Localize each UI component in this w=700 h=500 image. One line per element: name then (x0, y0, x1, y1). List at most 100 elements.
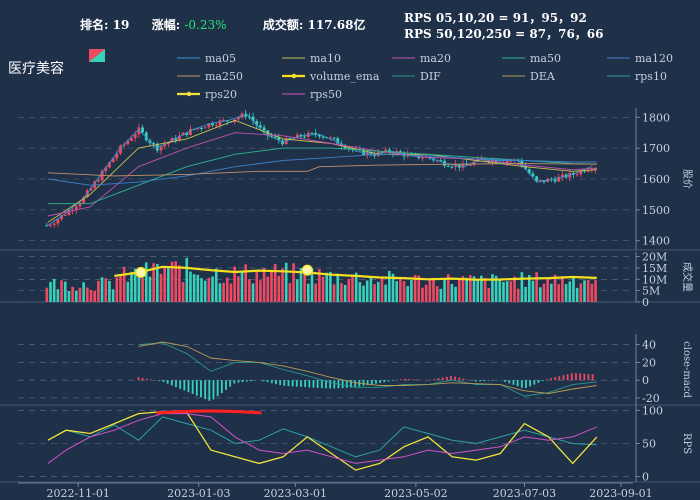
macd-bar (516, 380, 519, 387)
y-tick-label: 100 (642, 404, 663, 417)
volume-bar (89, 289, 93, 302)
volume-bar (399, 278, 402, 302)
volume-bar (284, 262, 288, 302)
macd-bar (570, 373, 573, 381)
volume-bar (86, 287, 89, 302)
macd-bar (233, 380, 236, 384)
y-tick-label: 10M (642, 273, 667, 286)
y-tick-label: 1600 (642, 173, 670, 186)
rps-short-line: RPS 05,10,20 = 91，95，92 (404, 11, 587, 25)
candle-body (380, 151, 384, 153)
volume-bar (185, 257, 189, 302)
candle-body (104, 167, 108, 172)
macd-bar (525, 380, 527, 389)
candle-body (74, 206, 78, 210)
candle-body (222, 120, 225, 122)
macd-bar (316, 380, 319, 388)
volume-ema-marker (301, 264, 313, 276)
volume-bar (546, 279, 549, 302)
volume-bar (410, 280, 413, 302)
volume-bar (214, 268, 218, 302)
volume-bar (388, 270, 391, 302)
candle-body (159, 146, 163, 151)
volume-bar (318, 269, 321, 302)
y-tick-label: 0 (642, 374, 649, 387)
volume-bar (362, 285, 365, 302)
macd-bar (266, 380, 269, 383)
macd-bar (520, 380, 523, 388)
candle-body (281, 140, 284, 145)
series-rps20 (47, 410, 598, 471)
macd-bar (333, 380, 336, 389)
macd-bar (533, 380, 536, 385)
legend-label-ma05: ma05 (205, 52, 236, 65)
candle-body (203, 127, 207, 129)
volume-bar (465, 277, 468, 302)
y-axis-label: 股价 (681, 169, 693, 189)
macd-bar (587, 373, 590, 381)
candle-body (524, 165, 527, 170)
volume-bar (266, 276, 270, 302)
volume-bar (483, 277, 487, 302)
macd-bar (487, 380, 490, 381)
x-tick-label: 2023-05-02 (384, 487, 447, 500)
volume-bar (439, 288, 443, 302)
volume-bar (406, 285, 410, 302)
volume-bar (119, 275, 122, 302)
volume-bar (229, 283, 233, 302)
macd-bar (566, 374, 569, 381)
candle-body (211, 123, 214, 126)
volume-bar (141, 278, 144, 302)
volume-bar (115, 277, 119, 302)
volume-bar (487, 288, 491, 302)
series-DIF (138, 342, 597, 397)
volume-bar (192, 274, 196, 302)
macd-bar (241, 380, 244, 383)
candle-body (288, 138, 292, 140)
volume-bar (494, 275, 498, 302)
series-volume_ema (114, 265, 597, 281)
series-ma05 (47, 113, 591, 226)
volume-bar (380, 276, 384, 302)
macd-bar (404, 378, 407, 381)
volume-bar (63, 281, 67, 302)
candle-body (178, 135, 181, 141)
macd-bar (383, 380, 386, 383)
macd-bar (441, 377, 444, 381)
volume-bar (520, 272, 524, 302)
candle-body (255, 121, 259, 126)
volume-bar (553, 274, 557, 302)
macd-bar (195, 380, 198, 396)
turnover-label: 成交额: (262, 18, 304, 32)
volume-bar (100, 277, 104, 302)
volume-bar (343, 284, 347, 302)
candle-body (476, 158, 480, 162)
volume-bar (56, 289, 60, 302)
macd-bar (458, 377, 461, 381)
macd-bar (275, 380, 277, 385)
volume-bar (248, 279, 251, 302)
volume-bar (332, 284, 336, 302)
macd-bar (166, 380, 169, 384)
volume-bar (292, 263, 295, 302)
macd-bar (191, 380, 194, 394)
macd-bar (545, 379, 548, 381)
volume-bar (579, 283, 583, 302)
candle-body (163, 144, 167, 147)
volume-bar (67, 290, 71, 302)
candle-body (122, 144, 126, 146)
macd-bar (150, 379, 152, 381)
volume-bar (156, 263, 159, 302)
macd-bar (554, 377, 557, 381)
macd-bar (408, 379, 411, 381)
volume-bar (93, 290, 96, 302)
macd-panel: -20 0 20 40 close-macd (0, 334, 700, 406)
candle-body (321, 136, 325, 138)
macd-bar (475, 380, 477, 382)
volume-bar (590, 283, 594, 302)
volume-bar (421, 287, 424, 302)
volume-bar (424, 284, 428, 302)
candle-body (60, 215, 63, 220)
x-tick-label: 2023-07-03 (493, 487, 556, 500)
candle-body (49, 225, 52, 227)
